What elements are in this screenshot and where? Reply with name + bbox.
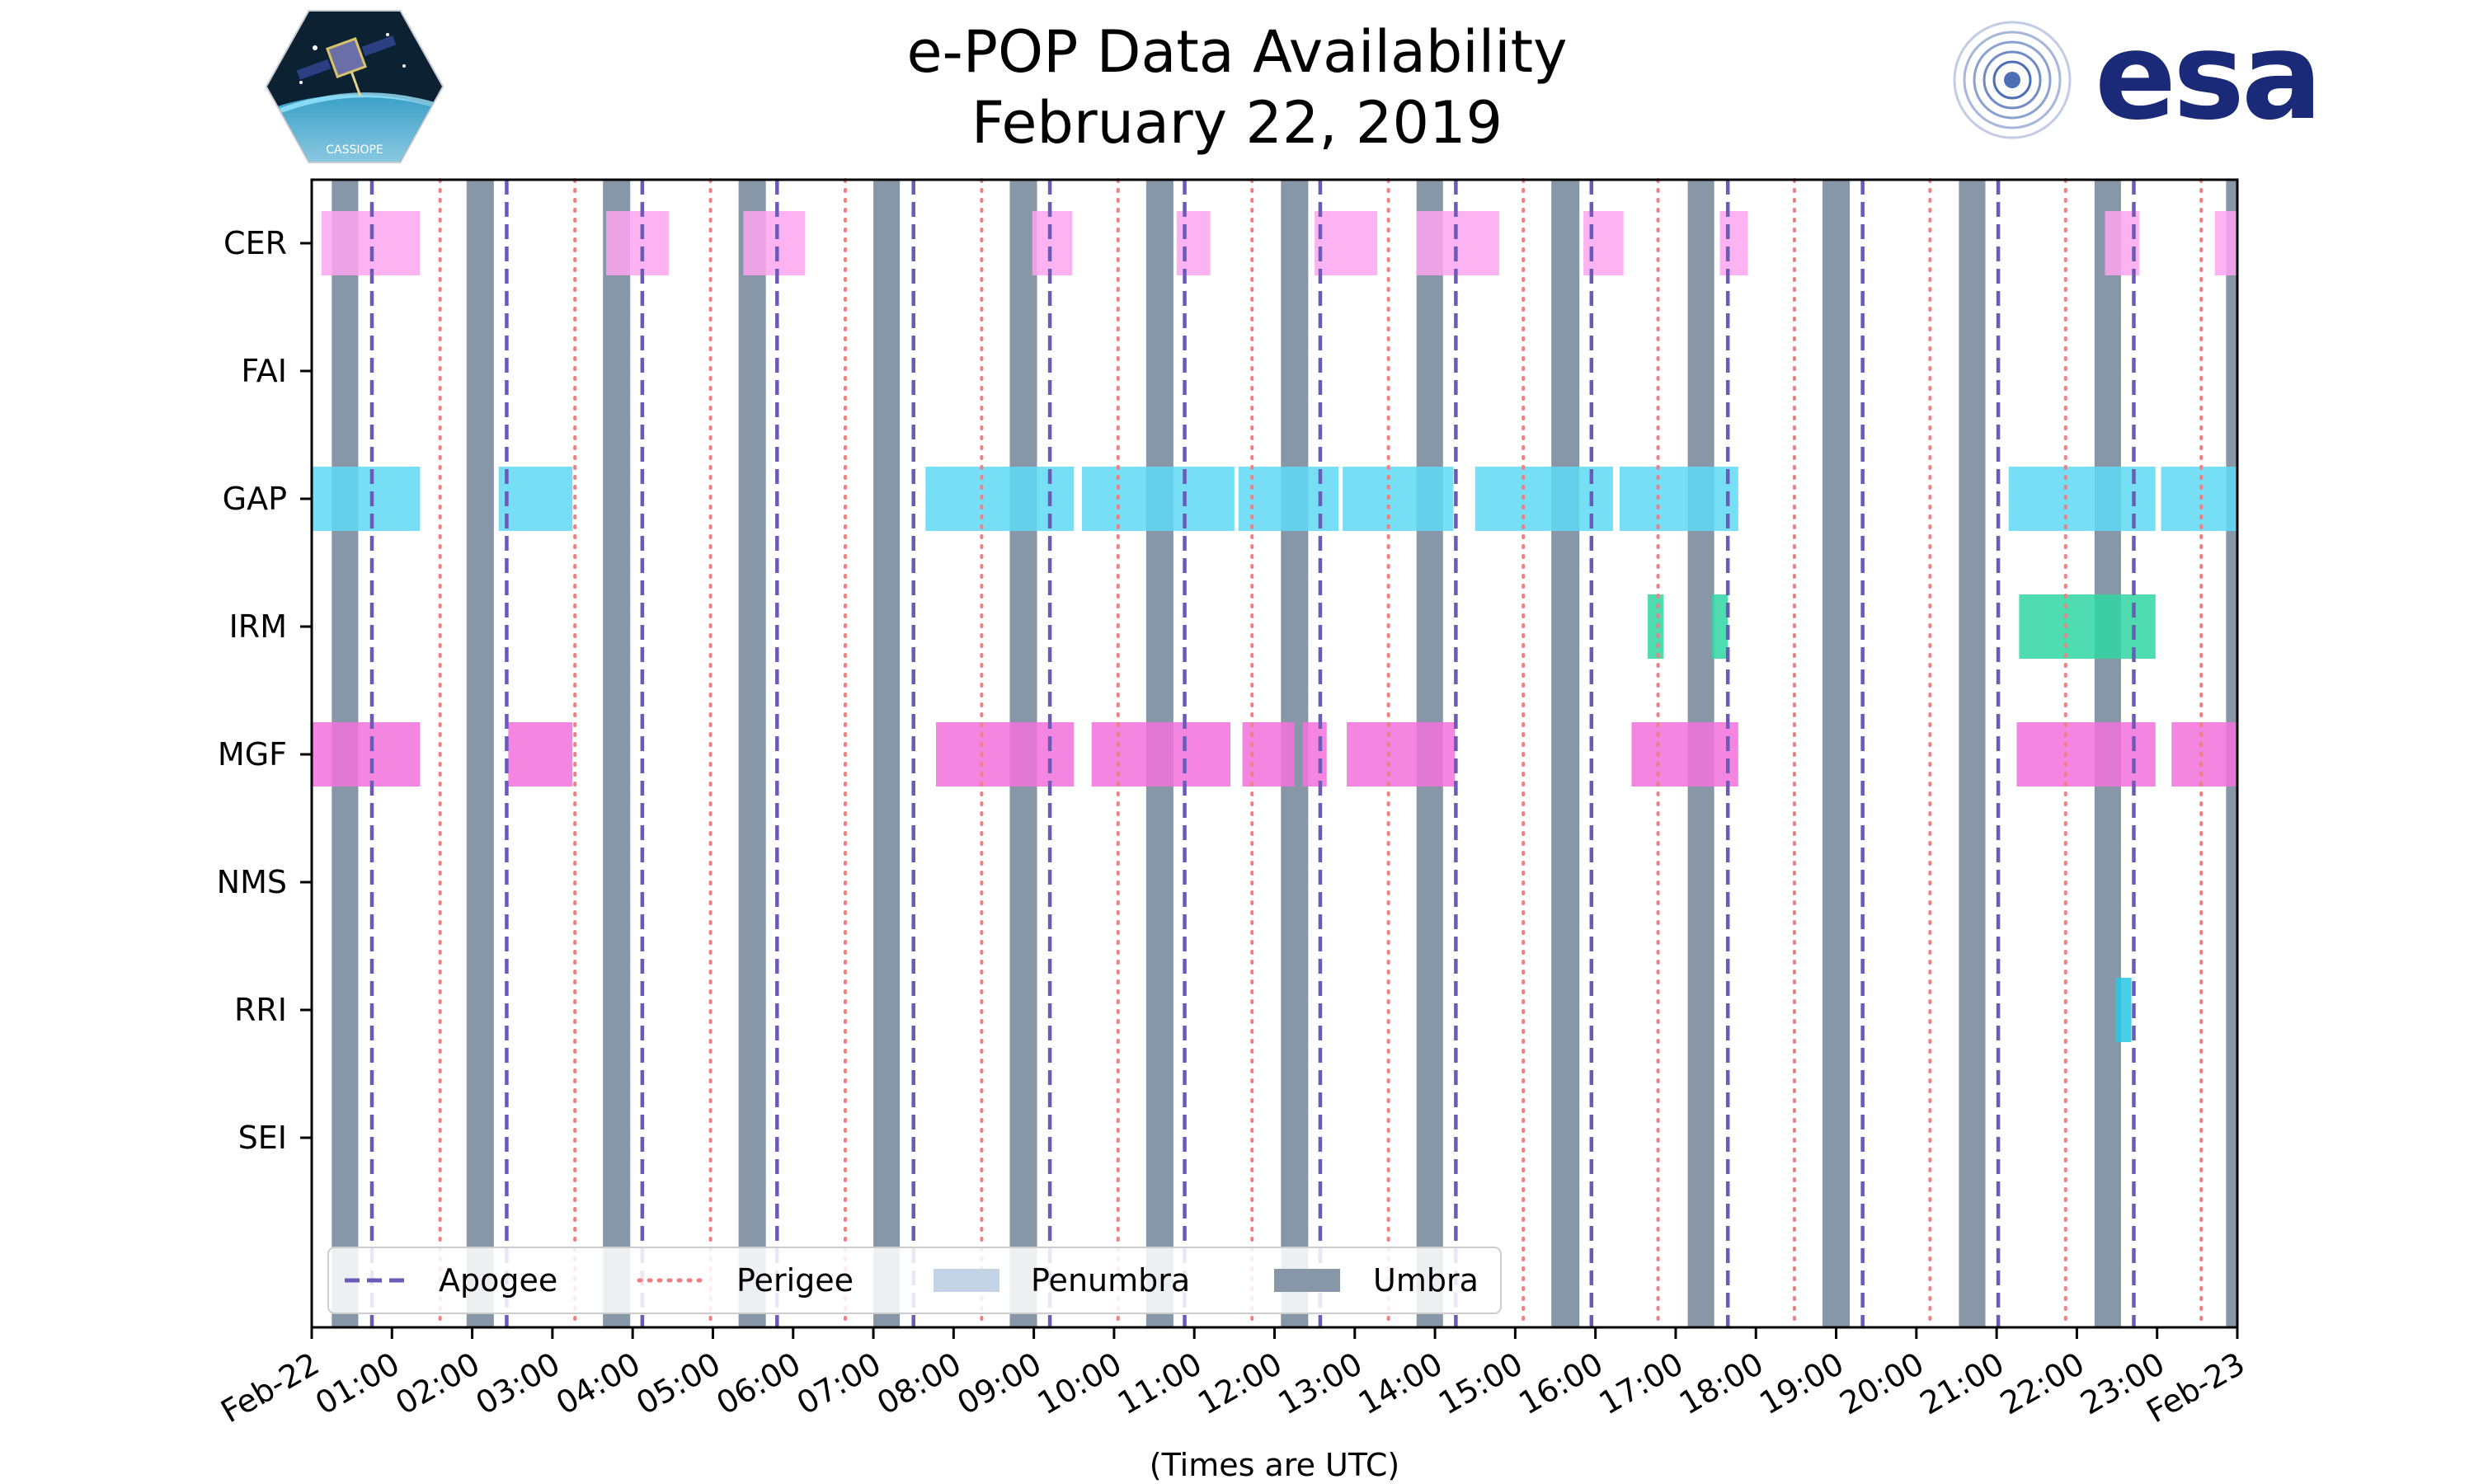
bar-mgf-4	[1242, 722, 1295, 787]
x-tick-label-1: 01:00	[309, 1345, 406, 1422]
x-tick-label-6: 06:00	[710, 1345, 807, 1422]
umbra-band-2	[603, 180, 631, 1327]
x-tick-label-2: 02:00	[389, 1345, 486, 1422]
legend-box	[327, 1247, 1502, 1314]
x-tick-label-9: 09:00	[951, 1345, 1047, 1422]
bar-irm-1	[1711, 594, 1729, 659]
bar-mgf-5	[1302, 722, 1327, 787]
y-tick-label-sei: SEI	[238, 1120, 287, 1156]
x-tick-label-0: Feb-22	[214, 1345, 325, 1430]
umbra-band-9	[1551, 180, 1580, 1327]
bar-mgf-0	[312, 722, 421, 787]
bar-cer-4	[1176, 211, 1211, 275]
perigee-lines-layer	[438, 178, 2204, 1329]
cassiope-logo-text: CASSIOPE	[326, 143, 383, 157]
x-tick-label-18: 18:00	[1673, 1345, 1770, 1422]
bar-mgf-8	[2016, 722, 2156, 787]
bar-irm-0	[1647, 594, 1664, 659]
chart-title: e-POP Data Availability February 22, 201…	[0, 16, 2474, 158]
y-axis: CER FAI GAP IRM MGF NMS RRI SEI	[217, 225, 312, 1156]
bar-mgf-6	[1347, 722, 1456, 787]
x-tick-label-15: 15:00	[1432, 1345, 1529, 1422]
y-tick-label-fai: FAI	[241, 353, 287, 389]
y-tick-label-mgf: MGF	[218, 736, 287, 773]
x-tick-label-19: 19:00	[1753, 1345, 1850, 1422]
umbra-band-1	[466, 180, 494, 1327]
x-tick-label-3: 03:00	[470, 1345, 567, 1422]
bar-gap-8	[1619, 467, 1738, 531]
legend-swatch-umbra	[1274, 1269, 1340, 1292]
bar-cer-10	[2214, 211, 2237, 275]
x-tick-label-16: 16:00	[1512, 1345, 1609, 1422]
title-line-2: February 22, 2019	[971, 89, 1503, 157]
y-tick-label-nms: NMS	[217, 864, 287, 900]
bar-cer-3	[1032, 211, 1073, 275]
x-tick-label-11: 11:00	[1112, 1345, 1208, 1422]
x-tick-label-14: 14:00	[1352, 1345, 1449, 1422]
umbra-layer	[332, 180, 2237, 1327]
bar-rri-0	[2115, 978, 2132, 1042]
bar-mgf-9	[2171, 722, 2237, 787]
apogee-lines-layer	[369, 180, 2136, 1327]
bar-cer-1	[606, 211, 669, 275]
x-tick-label-22: 22:00	[1994, 1345, 2091, 1422]
x-tick-label-13: 13:00	[1272, 1345, 1368, 1422]
x-axis-label: (Times are UTC)	[1150, 1447, 1399, 1483]
bar-cer-2	[743, 211, 806, 275]
y-tick-label-gap: GAP	[223, 481, 287, 517]
x-tick-label-8: 08:00	[871, 1345, 967, 1422]
esa-logo	[1953, 21, 2072, 139]
bar-cer-9	[2105, 211, 2140, 275]
bar-gap-4	[1238, 467, 1303, 531]
x-tick-label-5: 05:00	[630, 1345, 727, 1422]
legend-label-umbra: Umbra	[1373, 1262, 1479, 1298]
bar-cer-7	[1583, 211, 1624, 275]
y-tick-label-irm: IRM	[229, 608, 287, 645]
y-tick-label-cer: CER	[223, 225, 287, 261]
bar-mgf-1	[508, 722, 573, 787]
bar-gap-1	[498, 467, 573, 531]
legend: Apogee Perigee Penumbra Umbra	[327, 1247, 1502, 1314]
x-axis: Feb-2201:0002:0003:0004:0005:0006:0007:0…	[214, 1327, 2251, 1430]
x-tick-label-12: 12:00	[1192, 1345, 1288, 1422]
umbra-band-11	[1823, 180, 1851, 1327]
umbra-band-3	[738, 180, 766, 1327]
y-tick-label-rri: RRI	[234, 992, 287, 1028]
bar-cer-6	[1416, 211, 1499, 275]
x-tick-label-4: 04:00	[550, 1345, 647, 1422]
title-line-1: e-POP Data Availability	[906, 18, 1568, 86]
umbra-band-4	[873, 180, 901, 1327]
bar-mgf-2	[935, 722, 1075, 787]
bar-gap-9	[2008, 467, 2156, 531]
umbra-band-12	[1959, 180, 1986, 1327]
bar-cer-5	[1315, 211, 1378, 275]
bar-gap-6	[1343, 467, 1454, 531]
bar-mgf-7	[1631, 722, 1738, 787]
cassiope-mission-logo: CASSIOPE	[265, 10, 444, 163]
x-tick-label-10: 10:00	[1032, 1345, 1128, 1422]
esa-wordmark: esa	[2095, 7, 2322, 147]
legend-label-apogee: Apogee	[439, 1262, 557, 1298]
x-tick-label-21: 21:00	[1914, 1345, 2011, 1422]
x-tick-label-7: 07:00	[791, 1345, 887, 1422]
bar-gap-3	[1082, 467, 1235, 531]
data-bars-layer	[312, 211, 2237, 1042]
legend-label-perigee: Perigee	[736, 1262, 854, 1298]
bar-cer-0	[321, 211, 421, 275]
bar-cer-8	[1719, 211, 1748, 275]
bar-gap-10	[2161, 467, 2237, 531]
legend-swatch-penumbra	[934, 1269, 999, 1292]
bar-mgf-3	[1091, 722, 1230, 787]
legend-label-penumbra: Penumbra	[1031, 1262, 1190, 1298]
bar-gap-0	[312, 467, 421, 531]
x-tick-label-20: 20:00	[1833, 1345, 1930, 1422]
x-tick-label-17: 17:00	[1593, 1345, 1690, 1422]
